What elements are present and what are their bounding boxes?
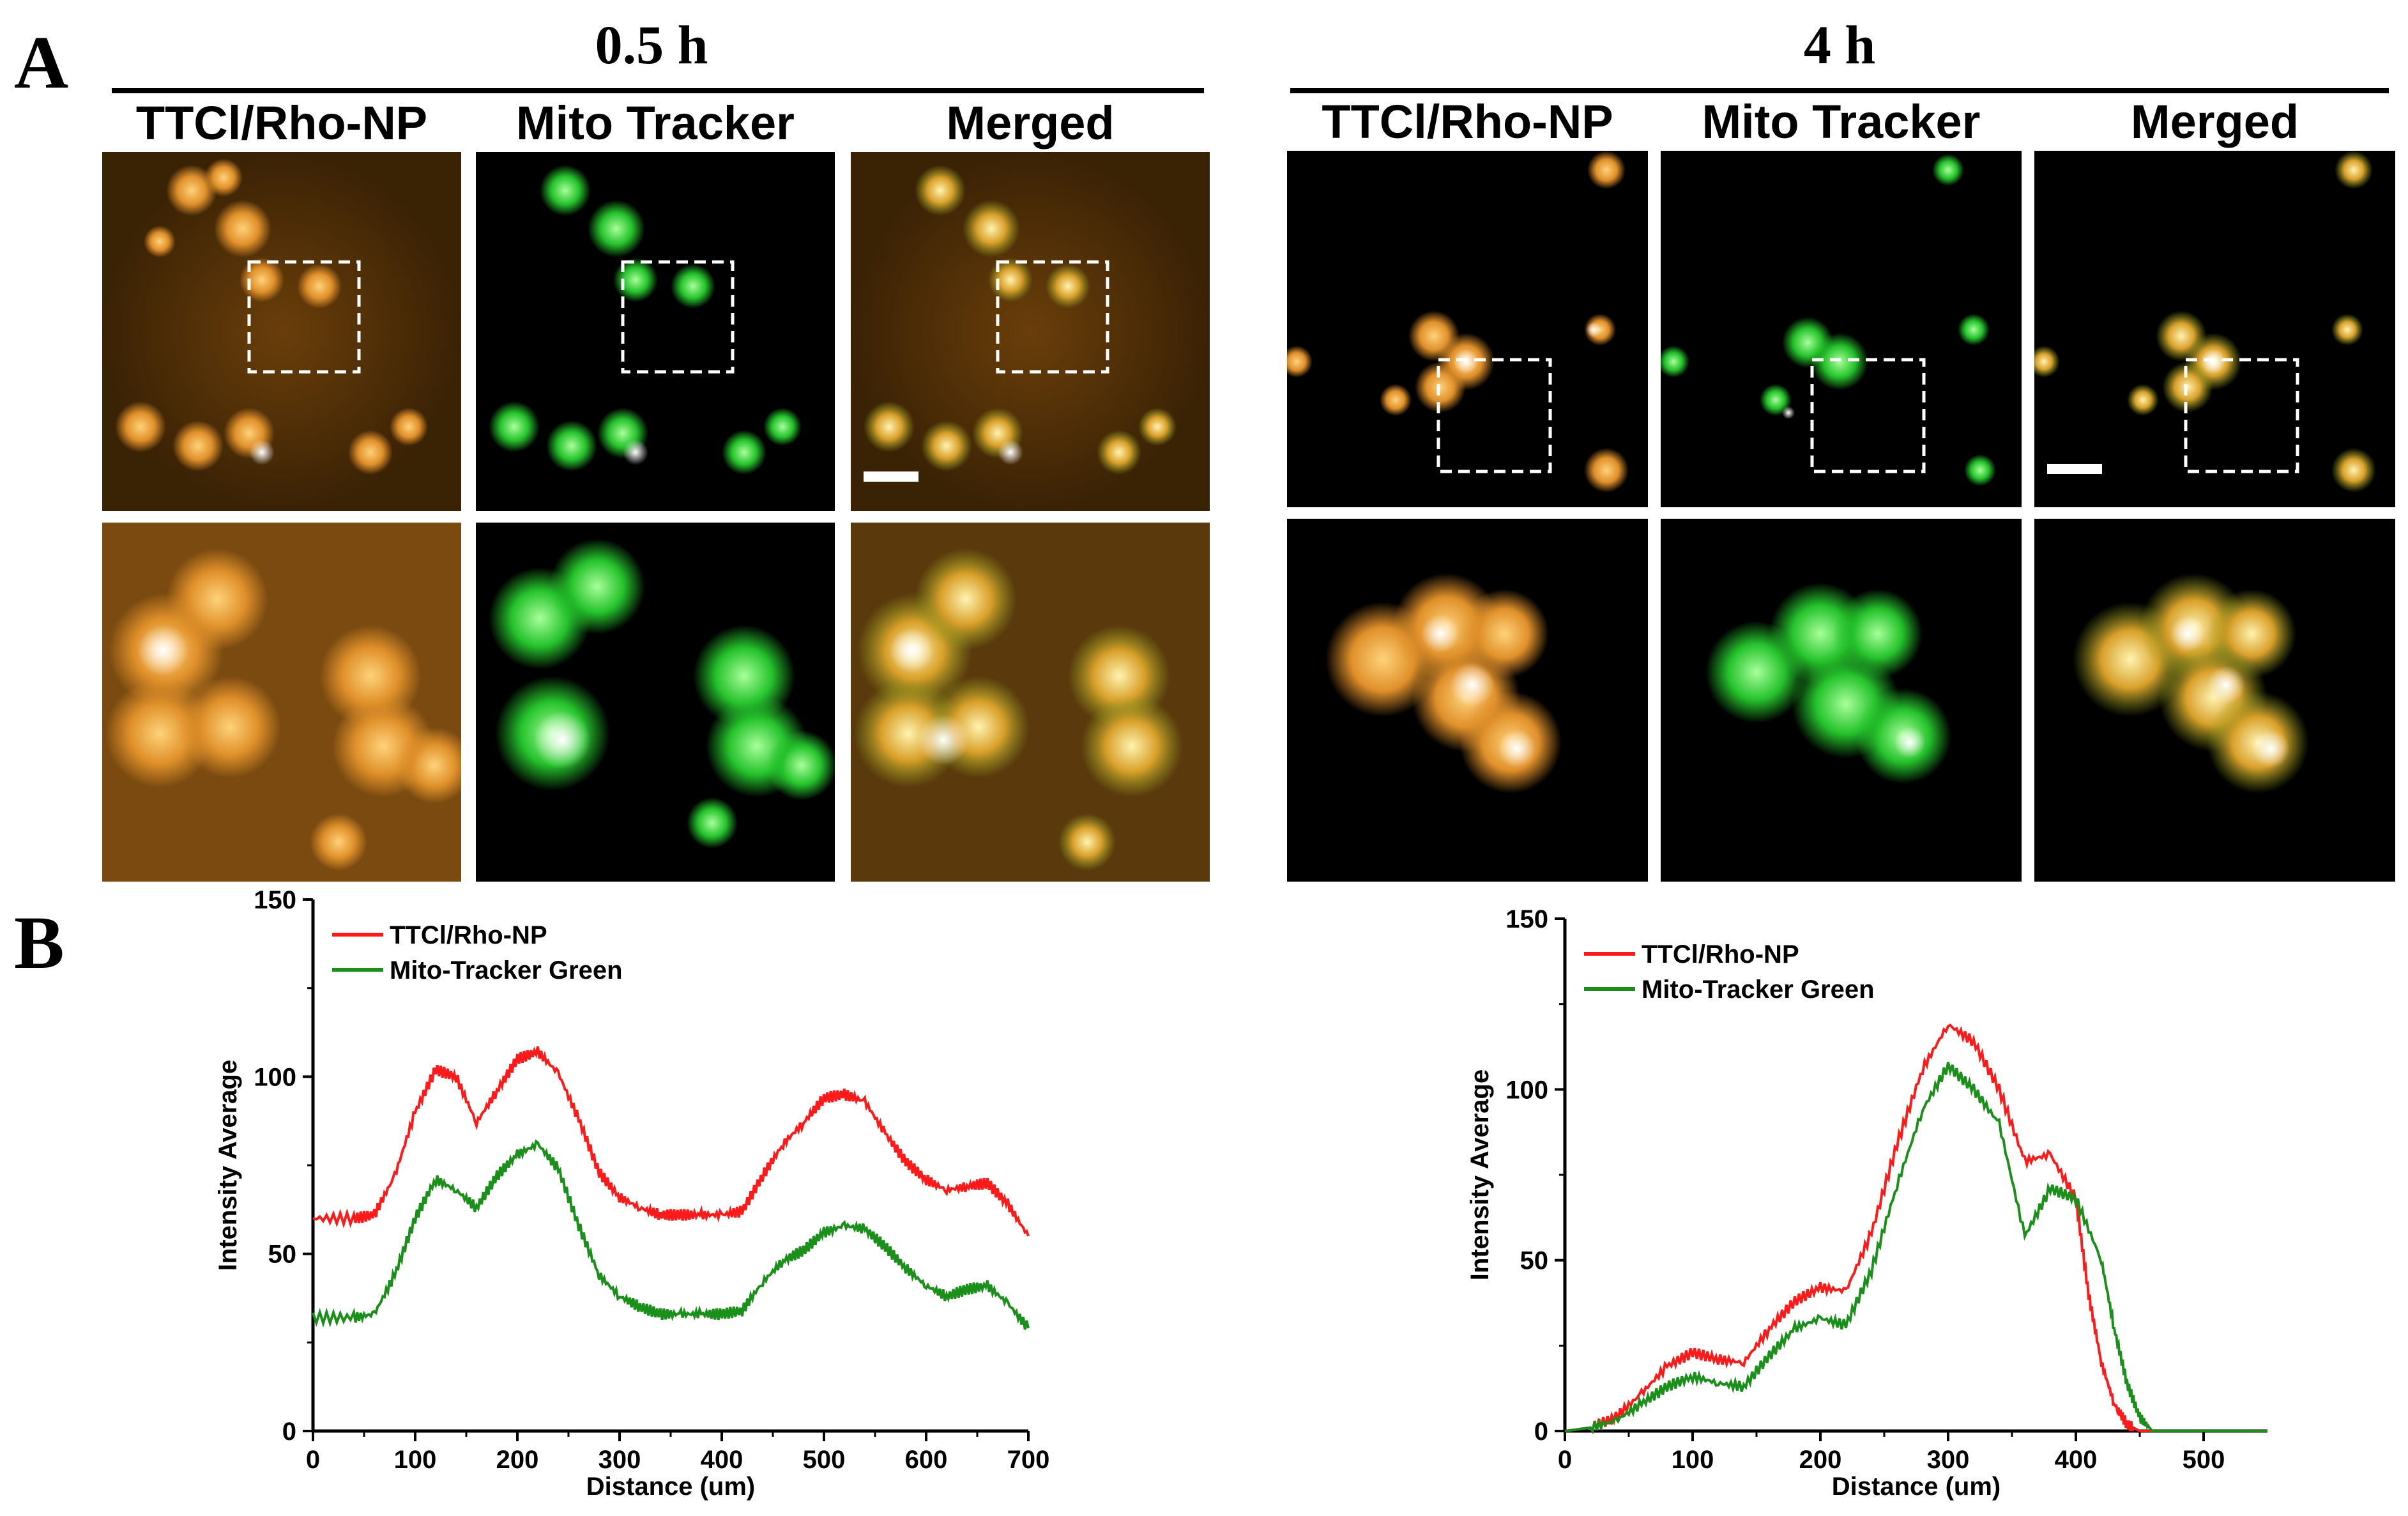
- x-tick-label: 0: [1558, 1446, 1572, 1474]
- series-line-mito: [312, 1139, 1030, 1330]
- column-title-g1-c3: Merged: [946, 96, 1115, 149]
- y-tick-label: 0: [1534, 1418, 1548, 1446]
- micrograph-4h-ttcl-overview: [1287, 151, 1648, 507]
- x-axis-label: Distance (um): [586, 1473, 756, 1501]
- micrograph-0.5h-mito-zoom: [476, 523, 835, 882]
- y-tick-label: 50: [1520, 1247, 1549, 1275]
- panel-a-label: A: [14, 20, 69, 104]
- micrograph-4h-ttcl-zoom: [1287, 519, 1648, 882]
- x-tick-label: 400: [2055, 1446, 2098, 1474]
- micrograph-0.5h-merged-zoom: [851, 523, 1210, 882]
- micrograph-4h-mito-zoom: [1661, 519, 2022, 882]
- x-tick-label: 300: [1927, 1446, 1970, 1474]
- x-tick-label: 500: [2183, 1446, 2225, 1474]
- line-chart-4h: 0 100 200 300 400 500 0 50 100 150 Distance (um) In…: [1437, 882, 2299, 1508]
- y-axis-label: Intensity Average: [1466, 1069, 1494, 1281]
- chart-0.5h-svg: 0 100 200 300 400 500 600 700 0 50 100 150 Distance …: [214, 886, 1050, 1501]
- x-tick-label: 0: [306, 1446, 320, 1474]
- legend-label: Mito-Tracker Green: [1642, 976, 1875, 1004]
- micrograph-0.5h-merged-overview: [851, 152, 1210, 511]
- series-line-ttcl: [312, 1046, 1030, 1237]
- series-line-ttcl: [1564, 1023, 2267, 1435]
- series-line-mito: [1564, 1062, 2267, 1435]
- column-title-g2-c2: Mito Tracker: [1702, 95, 1981, 148]
- x-tick-label: 600: [905, 1446, 948, 1474]
- time-label-group1: 0.5 h: [595, 14, 708, 75]
- micrograph-0.5h-mito-overview: [476, 152, 835, 511]
- scale-bar: [2047, 464, 2102, 474]
- y-tick-label: 150: [1505, 905, 1548, 933]
- y-tick-label: 100: [254, 1063, 296, 1091]
- x-tick-label: 400: [701, 1446, 743, 1474]
- column-title-g2-c3: Merged: [2130, 95, 2299, 148]
- x-tick-label: 700: [1007, 1446, 1050, 1474]
- legend-label: Mito-Tracker Green: [390, 956, 623, 984]
- micrograph-0.5h-ttcl-zoom: [102, 523, 461, 882]
- scale-bar: [864, 471, 918, 482]
- column-title-g2-c1: TTCl/Rho-NP: [1322, 95, 1613, 148]
- micrograph-4h-merged-zoom: [2034, 519, 2395, 882]
- legend-label: TTCl/Rho-NP: [390, 921, 547, 949]
- micrograph-4h-merged-overview: [2034, 151, 2395, 507]
- micrograph-0.5h-ttcl-overview: [102, 152, 461, 511]
- x-axis-label: Distance (um): [1832, 1473, 2001, 1501]
- legend-label: TTCl/Rho-NP: [1642, 940, 1799, 969]
- line-chart-0.5h: 0 100 200 300 400 500 600 700 0 50 100 150 Distance …: [192, 882, 1086, 1508]
- column-title-g1-c2: Mito Tracker: [516, 96, 795, 149]
- y-tick-label: 0: [282, 1418, 296, 1446]
- time-label-group2: 4 h: [1803, 14, 1876, 75]
- y-tick-label: 150: [254, 886, 296, 914]
- x-tick-label: 200: [1799, 1446, 1842, 1474]
- x-tick-label: 500: [803, 1446, 846, 1474]
- x-tick-label: 200: [496, 1446, 539, 1474]
- x-tick-label: 300: [598, 1446, 641, 1474]
- chart-4h-svg: 0 100 200 300 400 500 0 50 100 150 Distance (um) In…: [1466, 905, 2267, 1501]
- column-title-g1-c1: TTCl/Rho-NP: [135, 96, 428, 149]
- y-tick-label: 100: [1505, 1076, 1548, 1104]
- y-axis-label: Intensity Average: [214, 1060, 242, 1271]
- micrograph-4h-mito-overview: [1661, 151, 2022, 507]
- x-tick-label: 100: [1672, 1446, 1714, 1474]
- x-tick-label: 100: [394, 1446, 437, 1474]
- panel-b-label: B: [14, 901, 65, 984]
- group1-divider: [112, 88, 1204, 93]
- group2-divider: [1290, 88, 2389, 93]
- y-tick-label: 50: [268, 1241, 297, 1269]
